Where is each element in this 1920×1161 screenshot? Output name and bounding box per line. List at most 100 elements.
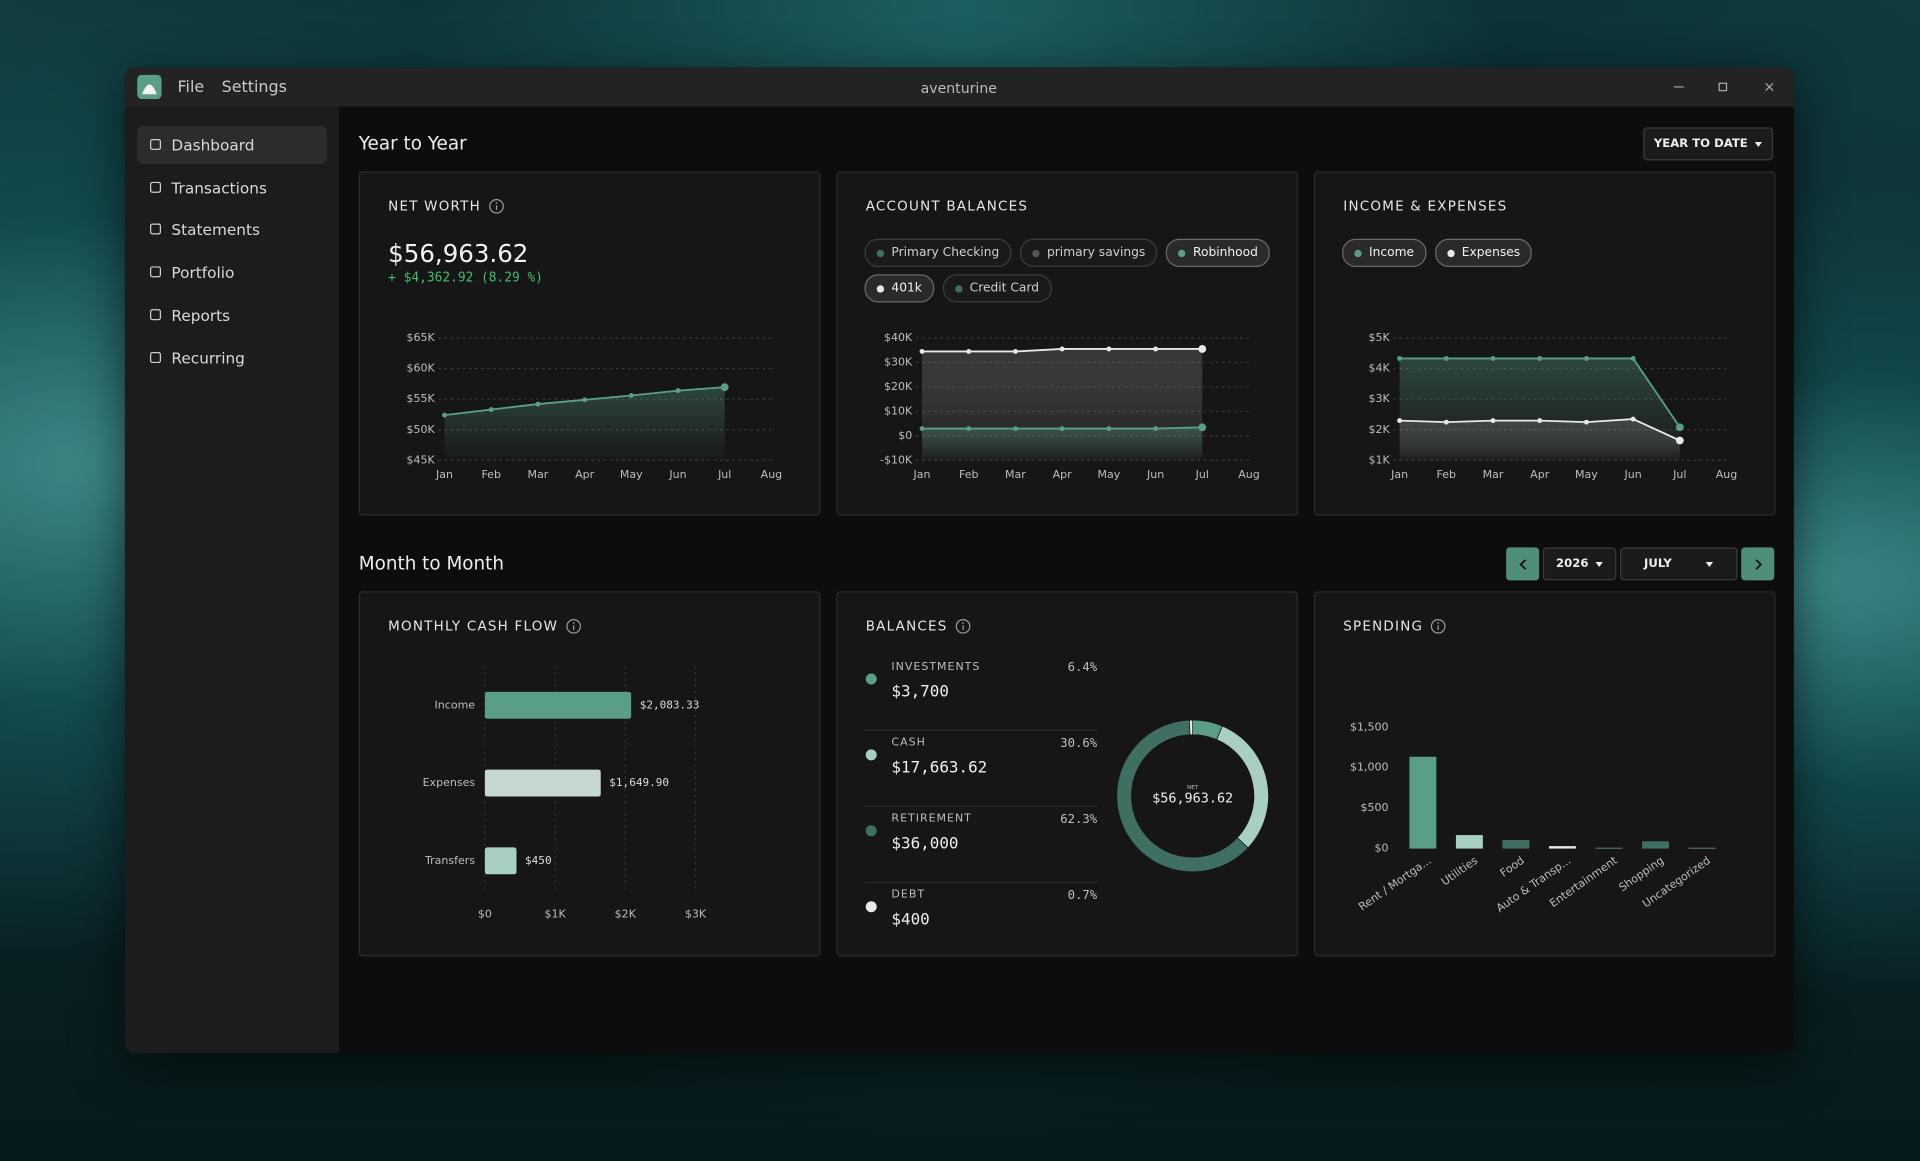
legend-chip[interactable]: 401k — [864, 274, 935, 303]
chevron-left — [1518, 558, 1526, 569]
legend-chip[interactable]: Primary Checking — [864, 238, 1012, 267]
bar — [1502, 840, 1530, 849]
point — [1583, 419, 1589, 425]
x-tick-label: Feb — [1437, 468, 1457, 481]
x-tick-label: Jan — [1390, 468, 1408, 481]
title-text: INCOME & EXPENSES — [1343, 198, 1508, 215]
nav-item[interactable]: Reports — [137, 296, 327, 334]
info-icon[interactable] — [488, 198, 504, 214]
y-tick-label: -$10K — [880, 453, 913, 466]
point — [966, 348, 972, 354]
legend: Income Expenses — [1342, 238, 1758, 267]
legend-chip[interactable]: Income — [1342, 238, 1427, 267]
y-tick-label: $5K — [1369, 331, 1391, 344]
x-tick-label: Rent / Mortga... — [1356, 854, 1433, 914]
chart: $0 $1K $2K $3K Income $2,083.33 Expenses $1,649… — [423, 666, 707, 921]
x-tick-label: Apr — [1530, 468, 1550, 481]
x-tick-label: Apr — [575, 468, 595, 481]
x-tick-label: Mar — [1005, 468, 1026, 481]
legend-chip[interactable]: Credit Card — [942, 274, 1052, 303]
balance-dot — [865, 673, 877, 685]
legend-chip[interactable]: primary savings — [1020, 238, 1158, 267]
x-tick-label: Aug — [761, 468, 783, 481]
legend-swatch — [1032, 249, 1040, 257]
month-select[interactable]: JULY — [1620, 547, 1738, 581]
card-title: SPENDING — [1343, 618, 1446, 634]
menu-file[interactable]: File — [177, 78, 205, 97]
point — [675, 388, 681, 394]
year-select[interactable]: 2026 — [1542, 547, 1617, 581]
caret — [1595, 561, 1604, 567]
nav-label: Dashboard — [171, 135, 255, 155]
maximize[interactable] — [1718, 82, 1728, 92]
next-month[interactable] — [1741, 547, 1775, 581]
legend-chip[interactable]: Robinhood — [1166, 238, 1271, 267]
x-tick-label: Aug — [1716, 468, 1738, 481]
range-label: YEAR TO DATE — [1653, 137, 1748, 151]
point — [1630, 416, 1636, 422]
point — [1013, 426, 1018, 432]
menu-settings[interactable]: Settings — [221, 78, 287, 97]
chart: -$10K $0 $10K $20K $30K $40K Jan Feb Mar Apr May Ju… — [880, 331, 1260, 481]
info-icon[interactable] — [1431, 618, 1447, 634]
x-tick-label: $3K — [685, 908, 707, 921]
balance-item: INVESTMENTS $3,700 6.4% — [864, 654, 1098, 732]
x-tick-label: Food — [1498, 854, 1527, 880]
y-tick-label: $1,000 — [1350, 761, 1389, 774]
chart: $45K $50K $55K $60K $65K Jan Feb Mar Apr May Jun Ju… — [406, 331, 783, 481]
nav-icon — [150, 351, 162, 363]
point — [1675, 436, 1684, 445]
nav-item[interactable]: Portfolio — [137, 254, 327, 292]
point — [1537, 418, 1543, 424]
nav-item[interactable]: Dashboard — [137, 126, 327, 165]
point — [1013, 348, 1018, 354]
bar — [484, 691, 632, 719]
y-tick-label: Income — [435, 698, 476, 711]
legend-chip[interactable]: Expenses — [1434, 238, 1533, 267]
point — [1153, 426, 1159, 432]
nav-label: Portfolio — [171, 263, 235, 282]
card-title: NET WORTH — [388, 198, 504, 214]
icon-shape — [150, 308, 162, 320]
point — [1397, 356, 1403, 361]
range-select[interactable]: YEAR TO DATE — [1643, 127, 1774, 161]
point — [1106, 346, 1112, 352]
point — [535, 401, 541, 407]
info-icon[interactable] — [955, 618, 971, 634]
icon-shape — [150, 223, 162, 235]
y-tick-label: $50K — [406, 423, 435, 436]
icon-shape — [150, 351, 162, 363]
legend-label: Income — [1368, 246, 1415, 260]
bar — [1455, 835, 1483, 849]
info-icon[interactable] — [565, 618, 581, 634]
nav-item[interactable]: Statements — [137, 211, 327, 249]
balance-name: INVESTMENTS — [891, 661, 981, 674]
legend-label: Credit Card — [969, 281, 1040, 296]
card-title: BALANCES — [866, 618, 971, 634]
balance-value: $400 — [891, 911, 930, 930]
legend-swatch — [1178, 249, 1186, 257]
x-tick-label: May — [620, 468, 643, 481]
legend-swatch — [954, 284, 963, 293]
x-tick-label: Jan — [435, 468, 453, 481]
close[interactable] — [1765, 82, 1774, 92]
y-tick-label: $1,500 — [1350, 720, 1389, 733]
nav-item[interactable]: Recurring — [137, 339, 327, 377]
caret — [1706, 561, 1714, 567]
net-worth-value: $56,963.62 — [388, 238, 529, 269]
net-worth-card: NET WORTH $56,963.62 + $4,362.92 (8.29 %… — [358, 171, 821, 516]
area — [444, 387, 725, 461]
prev-month[interactable] — [1506, 547, 1540, 581]
nav-label: Reports — [171, 305, 231, 325]
window-controls — [1673, 82, 1774, 92]
point — [1675, 423, 1684, 432]
balance-value: $17,663.62 — [891, 759, 988, 778]
title-text: BALANCES — [865, 618, 948, 635]
balance-value: $36,000 — [891, 835, 959, 854]
nav-item[interactable]: Transactions — [137, 169, 327, 207]
bar — [1642, 841, 1669, 849]
section-title: Month to Month — [358, 552, 505, 575]
x-tick-label: Mar — [1483, 468, 1504, 481]
balance-item: RETIREMENT $36,000 62.3% — [864, 806, 1098, 883]
